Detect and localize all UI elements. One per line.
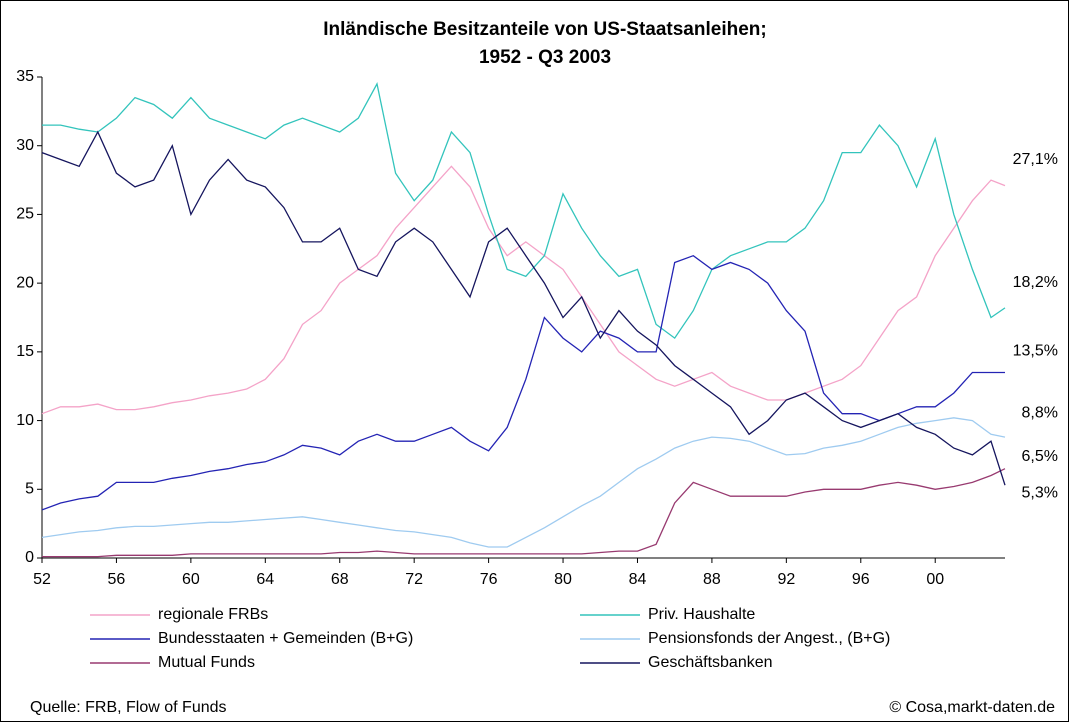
series-line [41,417,1006,548]
credit: © Cosa,markt-daten.de [889,699,1055,716]
y-tick-label: 20 [16,274,34,291]
legend-label: Mutual Funds [158,654,255,671]
legend-label: Priv. Haushalte [648,606,755,623]
end-label: 5,3% [1022,484,1058,501]
end-label: 27,1% [1013,151,1058,168]
series-line [42,82,1006,340]
x-tick-label: 64 [256,571,274,588]
source: Quelle: FRB, Flow of Funds [30,699,227,716]
x-tick-label: 92 [777,571,795,588]
x-tick-label: 00 [926,571,944,588]
legend-label: Geschäftsbanken [648,654,773,671]
x-tick-label: 80 [554,571,572,588]
x-tick-label: 68 [331,571,349,588]
x-tick-label: 52 [33,571,51,588]
y-tick-label: 15 [16,343,34,360]
legend-label: regionale FRBs [158,606,268,623]
y-tick-label: 25 [16,206,34,223]
legend-label: Pensionsfonds der Angest., (B+G) [648,630,890,647]
series-line [41,130,1006,486]
x-tick-label: 76 [480,571,498,588]
x-tick-label: 60 [182,571,200,588]
y-tick-label: 30 [16,137,34,154]
end-label: 8,8% [1022,404,1058,421]
x-tick-label: 84 [629,571,647,588]
end-label: 13,5% [1013,343,1058,360]
series-line [42,468,1006,558]
y-tick-label: 0 [25,549,34,566]
end-label: 6,5% [1022,448,1058,465]
chart-subtitle: 1952 - Q3 2003 [479,47,611,68]
x-tick-label: 72 [405,571,423,588]
x-tick-label: 56 [108,571,126,588]
y-tick-label: 10 [16,412,34,429]
chart-title: Inländische Besitzanteile von US-Staatsa… [323,19,766,40]
end-label: 18,2% [1013,274,1058,291]
series-line [41,254,1005,511]
y-tick-label: 5 [25,481,34,498]
series-line [41,165,1006,415]
legend-label: Bundesstaaten + Gemeinden (B+G) [158,630,413,647]
x-tick-label: 88 [703,571,721,588]
y-tick-label: 35 [16,68,34,85]
x-tick-label: 96 [852,571,870,588]
